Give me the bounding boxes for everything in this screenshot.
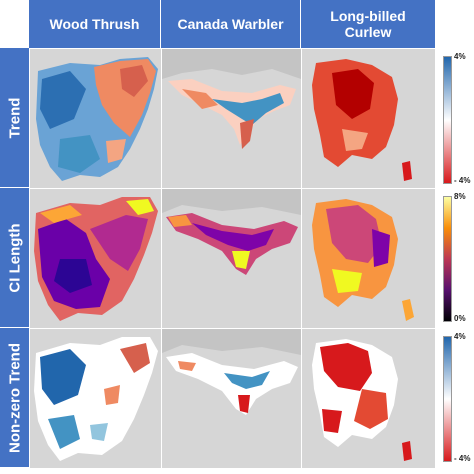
map-ci-long-billed-curlew (302, 189, 435, 328)
legend-ci: 8% 0% (439, 192, 474, 326)
column-header-canada-warbler: Canada Warbler (161, 0, 301, 48)
legend-nonzero: 4% - 4% (439, 332, 474, 466)
header-text-curlew: Long-billed Curlew (330, 8, 406, 40)
legend-nonzero-min: - 4% (454, 454, 471, 463)
map-ci-canada-warbler (162, 189, 301, 328)
map-ci-wood-thrush (30, 189, 161, 328)
legend-ci-bar (443, 196, 452, 322)
legend-trend-min: - 4% (454, 176, 471, 185)
legend-ci-max: 8% (454, 192, 466, 201)
row-label-ci-length: CI Length (0, 188, 29, 328)
legend-nonzero-max: 4% (454, 332, 466, 341)
legend-ci-min: 0% (454, 314, 466, 323)
map-trend-long-billed-curlew (302, 49, 435, 188)
map-nonzero-long-billed-curlew (302, 329, 435, 468)
legend-trend-bar (443, 56, 452, 184)
map-trend-wood-thrush (30, 49, 161, 188)
column-header-long-billed-curlew: Long-billed Curlew (301, 0, 435, 48)
legend-trend-max: 4% (454, 52, 466, 61)
map-trend-canada-warbler (162, 49, 301, 188)
column-header-wood-thrush: Wood Thrush (29, 0, 161, 48)
legend-nonzero-bar (443, 336, 452, 462)
map-nonzero-wood-thrush (30, 329, 161, 468)
map-nonzero-canada-warbler (162, 329, 301, 468)
legend-trend: 4% - 4% (439, 52, 474, 188)
row-label-trend: Trend (0, 48, 29, 188)
row-label-non-zero-trend: Non-zero Trend (0, 328, 29, 468)
